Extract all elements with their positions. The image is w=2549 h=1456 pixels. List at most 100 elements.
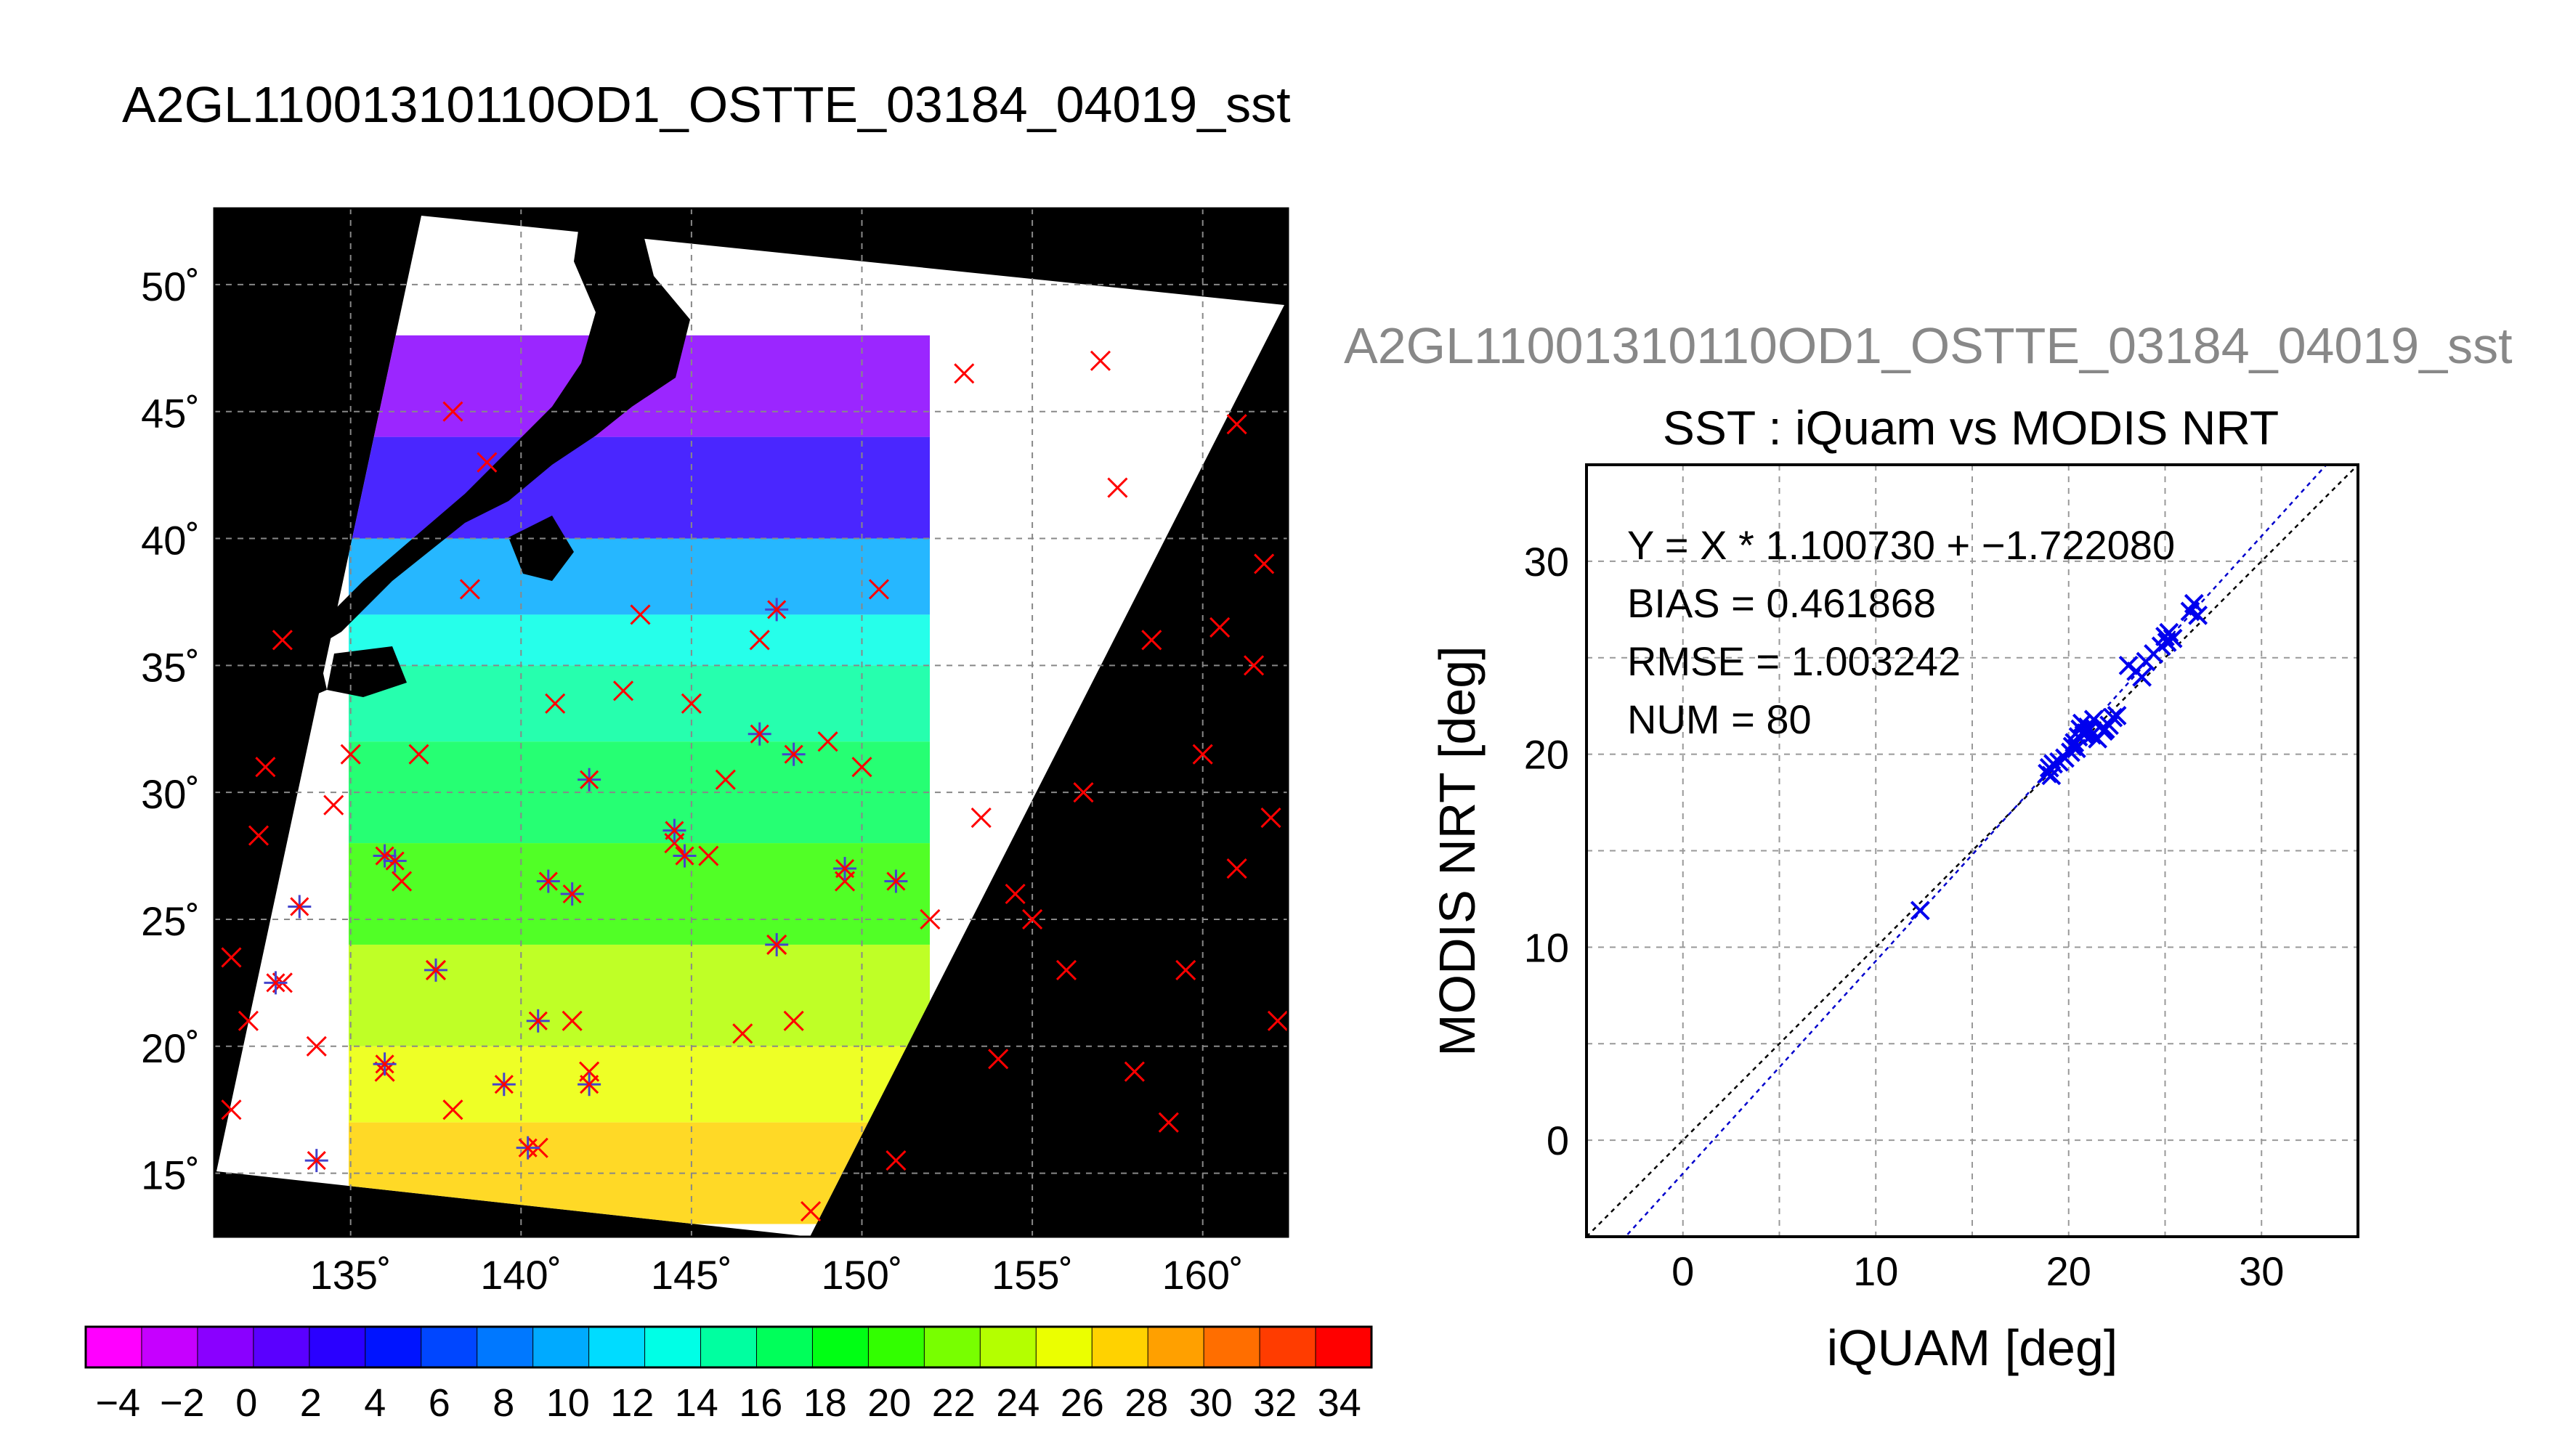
iquam-marker	[1226, 414, 1247, 435]
x-tick-label: 0	[1671, 1248, 1694, 1294]
colorbar-cell	[197, 1327, 254, 1367]
y-tick-label: 20	[1524, 732, 1569, 778]
iquam-marker	[1124, 1061, 1145, 1082]
fit-stat-line: Y = X * 1.100730 + −1.722080	[1627, 522, 2175, 568]
map-gridlines	[214, 208, 1288, 1237]
scatter-subtitle: A2GL11001310110OD1_OSTTE_03184_04019_sst	[1344, 317, 2513, 374]
scatter-gridlines	[1586, 465, 2358, 1237]
x-tick-labels: 0 10 20 30	[1671, 1248, 2284, 1294]
lat-tick-label: 50˚	[141, 264, 200, 309]
colorbar-cell	[253, 1327, 310, 1367]
land-mask	[214, 211, 690, 719]
iquam-marker	[255, 757, 276, 778]
matched-marker	[884, 869, 908, 893]
iquam-marker	[801, 1200, 822, 1222]
fit-statistics: Y = X * 1.100730 + −1.722080 BIAS = 0.461…	[1627, 522, 2175, 742]
colorbar-cell	[86, 1327, 142, 1367]
matched-marker	[578, 768, 601, 792]
matched-marker	[373, 1052, 397, 1076]
iquam-marker	[392, 871, 413, 892]
iquam-marker	[545, 693, 566, 714]
matched-marker	[288, 895, 312, 919]
iquam-marker	[698, 845, 719, 866]
matched-marker	[516, 1136, 540, 1160]
colorbar-tick-label: 26	[1061, 1381, 1104, 1425]
one-to-one-line	[1586, 465, 2358, 1237]
matched-marker	[536, 869, 560, 893]
colorbar-labels: −4 −2 0 2 4 6 8 10 12 14 16 18 20 22 24 26 28 30 32 34	[95, 1381, 1361, 1425]
matched-marker	[383, 849, 407, 873]
scatter-point	[2074, 725, 2094, 745]
iquam-marker	[1260, 808, 1281, 829]
iquam-marker	[1226, 858, 1247, 879]
colorbar-cell	[532, 1327, 590, 1367]
matched-marker	[673, 844, 697, 868]
colorbar-cell	[309, 1327, 366, 1367]
matched-marker	[424, 958, 447, 982]
colorbar-tick-label: 34	[1318, 1381, 1361, 1425]
longitude-labels: 135˚ 140˚ 145˚ 150˚ 155˚ 160˚	[310, 1252, 1244, 1298]
scatter-point	[2041, 765, 2062, 786]
matched-marker	[782, 742, 806, 766]
lon-tick-label: 145˚	[651, 1252, 732, 1298]
lat-tick-label: 25˚	[141, 898, 200, 944]
colorbar-tick-label: 0	[235, 1381, 257, 1425]
sst-color-field	[349, 335, 930, 1224]
colorbar-cells	[86, 1327, 1372, 1367]
colorbar-tick-label: 2	[300, 1381, 322, 1425]
colorbar-tick-label: 30	[1189, 1381, 1233, 1425]
iquam-marker	[868, 579, 890, 600]
iquam-marker	[1158, 1112, 1179, 1133]
matched-marker	[304, 1149, 328, 1173]
iquam-marker	[630, 604, 651, 625]
y-axis-label: MODIS NRT [deg]	[1429, 646, 1486, 1056]
iquam-marker	[1267, 1010, 1288, 1031]
lon-tick-label: 160˚	[1162, 1252, 1244, 1298]
scatter-point	[2066, 739, 2086, 759]
iquam-marker	[612, 680, 634, 701]
y-tick-label: 0	[1547, 1118, 1569, 1163]
scatter-point	[2103, 707, 2123, 728]
iquam-marker	[323, 794, 344, 816]
iquam-marker	[408, 744, 429, 765]
iquam-marker	[732, 1023, 753, 1044]
matched-marker	[492, 1073, 516, 1097]
lon-tick-label: 150˚	[821, 1252, 902, 1298]
iquam-marker	[715, 769, 736, 790]
iquam-marker	[1244, 655, 1265, 676]
iquam-marker	[340, 744, 361, 765]
scatter-panel: A2GL11001310110OD1_OSTTE_03184_04019_sst…	[1344, 317, 2513, 1376]
matched-marker	[578, 1073, 601, 1097]
iquam-marker	[970, 808, 992, 829]
scatter-point	[2188, 605, 2208, 625]
colorbar-cell	[924, 1327, 981, 1367]
map-frame	[213, 207, 1289, 1238]
main-title: A2GL11001310110OD1_OSTTE_03184_04019_sst	[122, 76, 1291, 133]
iquam-marker	[562, 1010, 583, 1031]
iquam-marker	[477, 452, 498, 473]
colorbar-cell	[1036, 1327, 1093, 1367]
colorbar-tick-label: 24	[996, 1381, 1040, 1425]
sst-band	[349, 538, 930, 615]
colorbar-tick-label: 10	[546, 1381, 590, 1425]
scatter-points	[1910, 593, 2208, 921]
lat-tick-label: 35˚	[141, 644, 200, 690]
iquam-marker	[886, 1150, 907, 1171]
lon-tick-label: 155˚	[992, 1252, 1073, 1298]
lat-tick-label: 40˚	[141, 518, 200, 564]
matched-marker	[560, 882, 584, 906]
iquam-marker	[681, 693, 702, 714]
iquam-marker	[1005, 883, 1026, 905]
iquam-marker	[749, 630, 770, 651]
iquam-marker	[1141, 630, 1162, 651]
scatter-lines	[1586, 465, 2358, 1237]
colorbar-cell	[756, 1327, 813, 1367]
colorbar-cell	[980, 1327, 1037, 1367]
latitude-labels: 50˚ 45˚ 40˚ 35˚ 30˚ 25˚ 20˚ 15˚	[141, 264, 200, 1198]
iquam-marker	[272, 630, 293, 651]
lat-tick-label: 30˚	[141, 771, 200, 817]
iquam-marker	[1107, 477, 1128, 498]
sst-map-panel: 50˚ 45˚ 40˚ 35˚ 30˚ 25˚ 20˚ 15˚ 135˚ 140˚ 145˚ 150…	[141, 207, 1289, 1298]
sst-band	[349, 665, 930, 742]
